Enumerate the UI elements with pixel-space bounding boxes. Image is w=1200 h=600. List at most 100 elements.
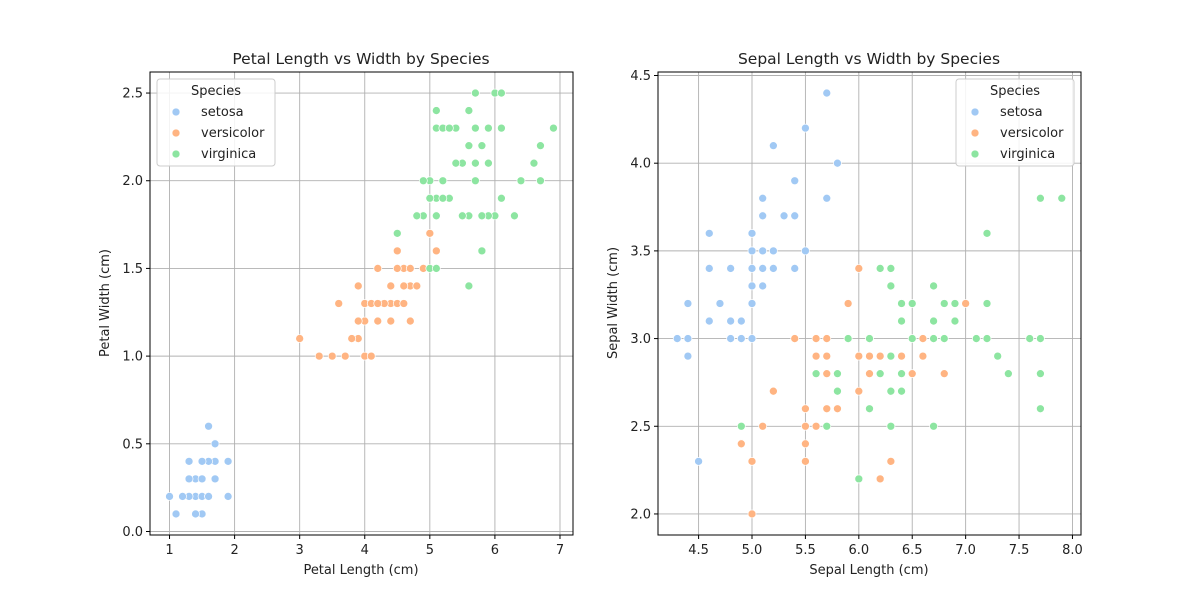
point-virginica	[897, 299, 906, 308]
point-versicolor	[366, 351, 376, 361]
y-axis-label: Petal Width (cm)	[98, 249, 113, 357]
point-setosa	[184, 456, 194, 466]
point-virginica	[950, 299, 960, 308]
point-virginica	[875, 369, 885, 379]
point-virginica	[471, 123, 480, 133]
point-virginica	[458, 211, 467, 221]
point-virginica	[412, 211, 422, 221]
point-versicolor	[790, 334, 800, 343]
point-virginica	[982, 299, 992, 308]
point-virginica	[536, 176, 545, 186]
point-versicolor	[801, 456, 810, 466]
point-setosa	[694, 456, 703, 466]
x-tick-label: 5.0	[742, 543, 763, 558]
point-versicolor	[340, 351, 350, 361]
point-virginica	[865, 404, 874, 414]
legend-marker-setosa	[970, 107, 980, 117]
point-virginica	[982, 228, 992, 238]
point-virginica	[392, 228, 402, 238]
point-virginica	[929, 316, 938, 326]
x-axis-label: Petal Length (cm)	[303, 563, 418, 578]
y-tick-label: 2.0	[122, 174, 143, 189]
point-versicolor	[854, 264, 864, 273]
x-tick-label: 5	[426, 543, 434, 558]
point-virginica	[451, 158, 461, 168]
point-versicolor	[822, 334, 832, 343]
x-tick-label: 4.5	[688, 543, 709, 558]
legend-marker-virginica	[970, 149, 980, 159]
point-setosa	[672, 334, 682, 343]
point-virginica	[425, 193, 435, 203]
point-versicolor	[327, 351, 337, 361]
point-versicolor	[295, 334, 305, 343]
point-virginica	[445, 123, 454, 133]
point-setosa	[736, 316, 746, 326]
point-setosa	[801, 123, 810, 133]
plot-area	[149, 71, 574, 536]
y-axis: 0.0 0.5 1.0 1.5 2.0 2.5	[122, 87, 150, 540]
legend-label-versicolor: versicolor	[1000, 126, 1064, 141]
point-setosa	[769, 246, 778, 256]
point-setosa	[822, 193, 832, 203]
point-virginica	[484, 123, 493, 133]
point-setosa	[779, 211, 789, 221]
point-setosa	[747, 246, 757, 256]
point-setosa	[223, 492, 233, 501]
point-setosa	[726, 264, 735, 273]
point-versicolor	[334, 299, 344, 308]
y-tick-label: 1.5	[122, 262, 143, 277]
y-tick-label: 3.0	[630, 332, 651, 347]
legend-marker-setosa	[171, 107, 181, 117]
point-virginica	[1057, 193, 1067, 203]
point-setosa	[790, 264, 800, 273]
point-virginica	[1025, 334, 1035, 343]
point-virginica	[822, 421, 832, 431]
point-setosa	[165, 492, 174, 501]
point-virginica	[471, 88, 480, 98]
point-versicolor	[875, 351, 885, 361]
point-setosa	[726, 316, 735, 326]
y-tick-label: 2.5	[122, 87, 143, 102]
chart-petal: Petal Length vs Width by Species 1 2 3 4 5 6 7…	[98, 50, 574, 578]
point-setosa	[769, 264, 778, 273]
legend-box	[156, 78, 276, 167]
point-virginica	[897, 316, 906, 326]
point-versicolor	[886, 456, 896, 466]
point-versicolor	[425, 228, 435, 238]
legend-marker-versicolor	[970, 128, 980, 138]
point-virginica	[897, 386, 906, 396]
point-setosa	[204, 421, 213, 431]
point-versicolor	[918, 351, 928, 361]
point-virginica	[886, 264, 896, 273]
point-virginica	[982, 334, 992, 343]
point-virginica	[484, 158, 493, 168]
data-points	[672, 88, 1067, 519]
point-virginica	[1036, 404, 1045, 414]
point-virginica	[497, 123, 506, 133]
legend-label-setosa: setosa	[1000, 105, 1043, 120]
x-tick-label: 7	[556, 543, 564, 558]
x-tick-label: 3	[296, 543, 304, 558]
point-setosa	[747, 281, 757, 291]
point-setosa	[822, 88, 832, 98]
point-versicolor	[833, 404, 842, 414]
point-setosa	[715, 299, 725, 308]
point-versicolor	[314, 351, 324, 361]
point-virginica	[950, 316, 960, 326]
point-setosa	[210, 474, 220, 484]
point-virginica	[438, 176, 448, 186]
point-versicolor	[399, 281, 409, 291]
point-versicolor	[907, 369, 917, 379]
legend-marker-versicolor	[171, 128, 181, 138]
x-axis: 4.5 5.0 5.5 6.0 6.5 7.0 7.5 8.0	[688, 535, 1083, 558]
point-versicolor	[811, 351, 821, 361]
point-virginica	[886, 386, 896, 396]
x-tick-label: 4	[361, 543, 369, 558]
point-setosa	[704, 264, 714, 273]
legend: Species setosa versicolor virginica	[156, 78, 276, 167]
point-versicolor	[822, 404, 832, 414]
point-versicolor	[811, 334, 821, 343]
chart-sepal: Sepal Length vs Width by Species 4.5 5.0 5…	[606, 50, 1083, 578]
point-virginica	[865, 334, 874, 343]
point-virginica	[833, 369, 842, 379]
